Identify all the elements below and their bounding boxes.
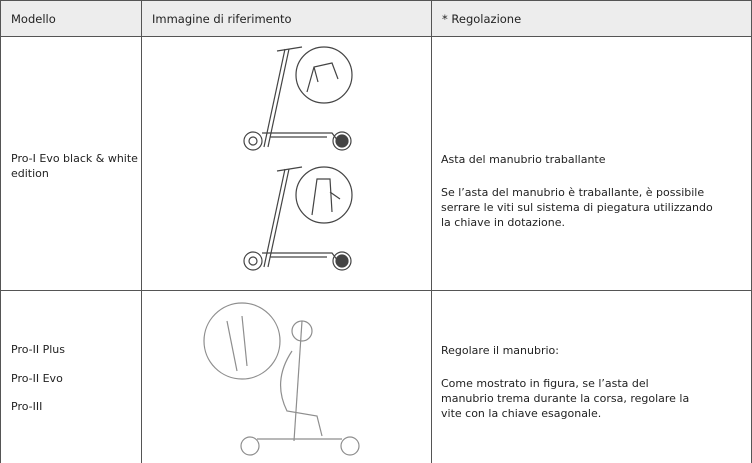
header-text: Immagine di riferimento (152, 12, 292, 26)
scooter-illustration (203, 302, 360, 456)
model-name: Pro-II Plus (11, 343, 66, 356)
adjustment-title: Regolare il manubrio: (441, 344, 559, 357)
model-cell: Pro-II Plus Pro-II Evo Pro-III (0, 291, 142, 463)
image-cell (142, 291, 432, 463)
adjustment-cell: Asta del manubrio traballante Se l’asta … (432, 37, 752, 291)
model-name: Pro-II Evo (11, 372, 63, 385)
model-name: Pro-I Evo black & white edition (11, 152, 138, 180)
header-cell: Immagine di riferimento (142, 0, 432, 37)
adjustment-text: Se l’asta del manubrio è traballante, è … (441, 186, 713, 229)
image-cell (142, 37, 432, 291)
adjustment-cell: Regolare il manubrio: Come mostrato in f… (432, 291, 752, 463)
adjustment-text: Come mostrato in figura, se l’asta del m… (441, 377, 690, 420)
header-text: * Regolazione (442, 12, 522, 26)
scooter-illustration (243, 46, 353, 271)
model-cell: Pro-I Evo black & white edition (0, 37, 142, 291)
header-cell: Modello (0, 0, 142, 37)
header-cell: * Regolazione (432, 0, 752, 37)
model-name: Pro-III (11, 400, 43, 413)
header-text: Modello (11, 12, 56, 26)
adjustment-title: Asta del manubrio traballante (441, 153, 606, 166)
